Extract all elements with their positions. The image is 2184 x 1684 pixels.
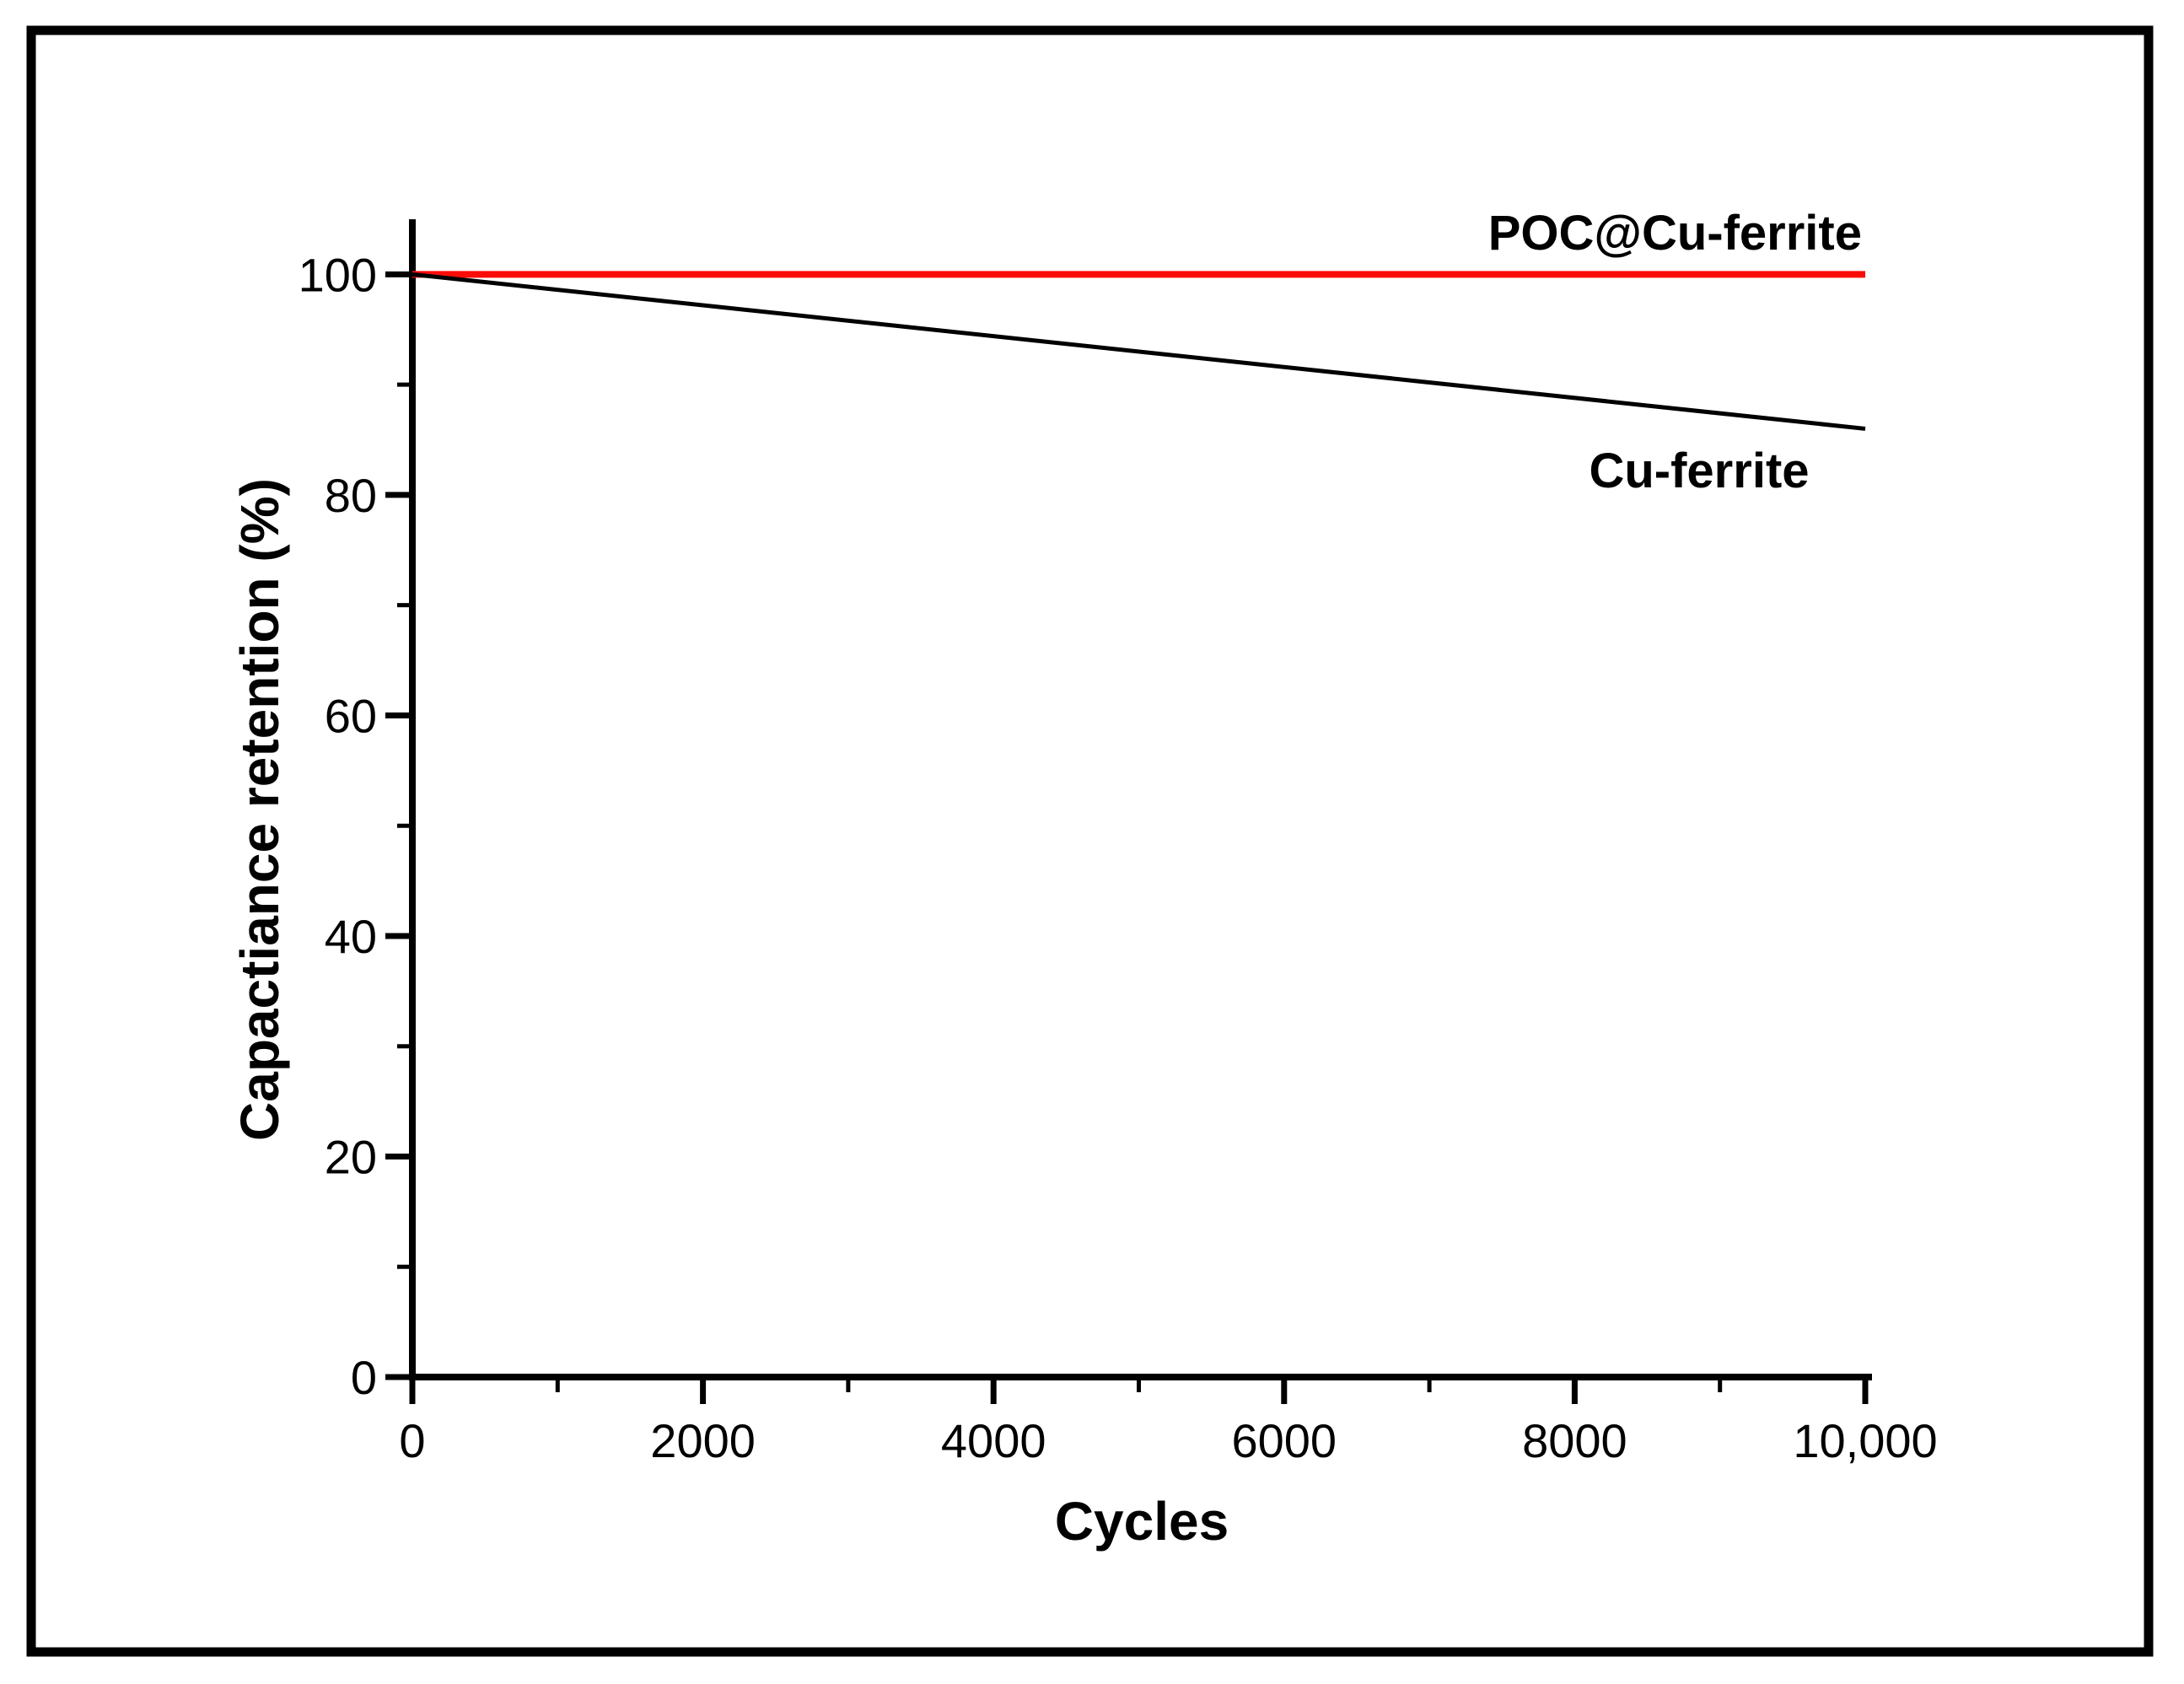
tick-labels: 0 2000 4000 6000 8000 10,000 0 20 40 60 80 100 <box>299 248 1938 1467</box>
series-lines <box>412 271 1866 431</box>
x-tick-label: 6000 <box>1232 1414 1337 1467</box>
axes <box>409 219 1872 1380</box>
series-label-poc-cu-ferrite: POC@Cu-ferrite <box>1488 206 1862 261</box>
x-tick-label: 4000 <box>941 1414 1046 1467</box>
y-tick-label: 100 <box>299 248 377 301</box>
series-label-cu-ferrite: Cu-ferrite <box>1589 444 1809 498</box>
y-tick-label: 0 <box>351 1351 377 1404</box>
x-tick-label: 0 <box>399 1414 425 1467</box>
y-tick-label: 40 <box>325 910 377 963</box>
x-axis-title: Cycles <box>1055 1491 1229 1552</box>
x-tick-label: 8000 <box>1522 1414 1627 1467</box>
y-axis-title: Capactiance retention (%) <box>229 478 290 1141</box>
figure-frame <box>26 25 2154 1657</box>
y-tick-label: 20 <box>325 1130 377 1183</box>
y-tick-label: 60 <box>325 689 377 742</box>
x-tick-label: 10,000 <box>1793 1414 1937 1467</box>
y-tick-label: 80 <box>325 469 377 522</box>
tick-marks <box>385 271 1869 1404</box>
x-tick-label: 2000 <box>650 1414 756 1467</box>
series-line-cu-ferrite <box>412 272 1866 431</box>
